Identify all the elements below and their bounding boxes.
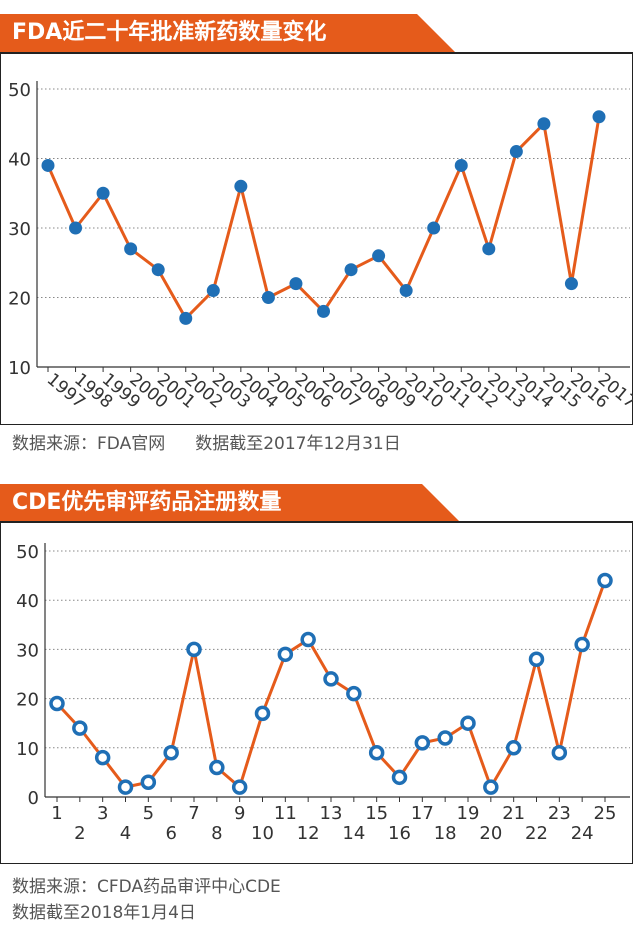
data-point bbox=[117, 779, 134, 795]
x-tick-label: 1 bbox=[51, 803, 62, 824]
data-point bbox=[346, 685, 362, 702]
data-point bbox=[505, 740, 522, 756]
x-tick-label: 17 bbox=[411, 803, 434, 824]
y-tick-label: 20 bbox=[16, 690, 39, 711]
data-point bbox=[261, 291, 275, 304]
data-point bbox=[368, 744, 385, 761]
x-tick-label: 2 bbox=[74, 823, 85, 844]
data-point bbox=[574, 636, 590, 653]
x-tick-label: 6 bbox=[165, 823, 176, 844]
x-tick-label: 24 bbox=[571, 823, 594, 844]
y-tick-label: 0 bbox=[28, 788, 39, 809]
data-point bbox=[49, 695, 65, 712]
data-point bbox=[483, 779, 499, 795]
data-point bbox=[69, 221, 83, 235]
data-point bbox=[317, 304, 330, 318]
x-tick-label: 15 bbox=[365, 803, 388, 824]
chart-1-source: 数据来源：FDA官网 数据截至2017年12月31日 bbox=[12, 429, 401, 454]
y-tick-label: 40 bbox=[8, 150, 31, 171]
x-tick-label: 16 bbox=[388, 823, 411, 844]
data-point bbox=[482, 242, 496, 256]
data-point bbox=[372, 249, 386, 263]
x-tick-label: 14 bbox=[342, 823, 365, 844]
data-point bbox=[427, 221, 441, 235]
data-point bbox=[140, 774, 157, 790]
chart-1-note-text: 数据截至2017年12月31日 bbox=[195, 434, 401, 454]
data-point bbox=[454, 158, 468, 172]
data-point bbox=[41, 158, 55, 172]
data-point bbox=[186, 641, 202, 658]
data-point bbox=[163, 744, 179, 761]
data-point bbox=[94, 749, 111, 766]
data-point bbox=[391, 769, 408, 786]
data-point bbox=[399, 284, 413, 298]
data-point bbox=[206, 284, 220, 298]
data-point bbox=[124, 242, 138, 256]
y-tick-label: 50 bbox=[16, 542, 39, 563]
data-point bbox=[234, 179, 248, 193]
chart-2-plot: 0102030405012345678910111213141516171819… bbox=[16, 542, 630, 844]
data-point bbox=[414, 735, 431, 751]
chart-2-title: CDE优先审评药品注册数量 bbox=[0, 484, 460, 522]
data-point bbox=[179, 311, 193, 325]
y-tick-label: 40 bbox=[16, 591, 39, 612]
data-point bbox=[344, 263, 358, 277]
y-tick-label: 30 bbox=[8, 219, 31, 240]
x-tick-label: 21 bbox=[502, 803, 525, 824]
data-point bbox=[254, 705, 271, 722]
x-tick-label: 8 bbox=[211, 823, 222, 844]
x-tick-label: 11 bbox=[274, 803, 297, 824]
x-tick-label: 19 bbox=[457, 803, 480, 824]
data-point bbox=[528, 651, 545, 667]
data-point bbox=[460, 715, 476, 731]
y-tick-label: 10 bbox=[8, 358, 31, 379]
x-tick-label: 3 bbox=[97, 803, 108, 824]
x-tick-label: 12 bbox=[297, 823, 320, 844]
data-point bbox=[72, 720, 88, 736]
data-point bbox=[592, 110, 606, 124]
data-point bbox=[300, 631, 316, 648]
data-point bbox=[96, 186, 110, 200]
y-tick-label: 20 bbox=[8, 289, 31, 310]
chart-1-plot: 1020304050199719981999200020012002200320… bbox=[8, 80, 633, 413]
x-tick-label: 13 bbox=[320, 803, 343, 824]
x-tick-label: 5 bbox=[143, 803, 154, 824]
y-tick-label: 30 bbox=[16, 640, 39, 661]
y-tick-label: 50 bbox=[8, 80, 31, 101]
x-tick-label: 10 bbox=[251, 823, 274, 844]
x-tick-label: 9 bbox=[234, 803, 245, 824]
chart-1-source-text: 数据来源：FDA官网 bbox=[12, 434, 166, 454]
x-tick-label: 22 bbox=[525, 823, 548, 844]
x-tick-label: 25 bbox=[594, 803, 617, 824]
data-point bbox=[323, 671, 339, 687]
x-tick-label: 4 bbox=[120, 823, 131, 844]
x-tick-label: 20 bbox=[479, 823, 502, 844]
chart-2-source: 数据来源：CFDA药品审评中心CDE bbox=[12, 877, 281, 897]
x-tick-label: 18 bbox=[434, 823, 457, 844]
y-tick-label: 10 bbox=[16, 739, 39, 760]
chart-2-note: 数据截至2018年1月4日 bbox=[12, 903, 196, 923]
data-point bbox=[537, 117, 551, 131]
data-point bbox=[564, 277, 578, 291]
data-point bbox=[597, 572, 613, 589]
data-point bbox=[289, 277, 303, 291]
x-tick-label: 7 bbox=[188, 803, 199, 824]
data-point bbox=[209, 759, 225, 776]
data-point bbox=[437, 730, 453, 746]
data-point bbox=[509, 145, 523, 159]
data-point bbox=[551, 744, 568, 761]
data-point bbox=[231, 779, 248, 795]
data-point bbox=[151, 263, 165, 277]
chart-1-title: FDA近二十年批准新药数量变化 bbox=[0, 14, 455, 52]
data-point bbox=[277, 646, 294, 663]
x-tick-label: 23 bbox=[548, 803, 571, 824]
